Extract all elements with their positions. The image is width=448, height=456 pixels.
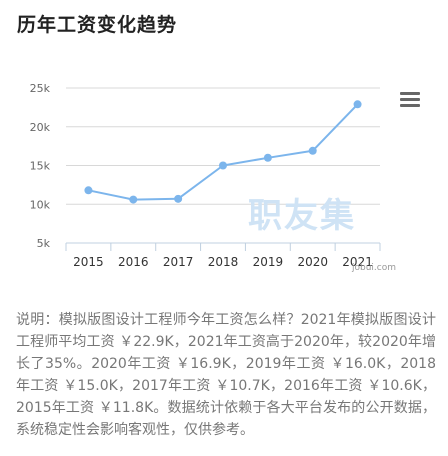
x-tick-label: 2021 [342, 255, 373, 269]
data-point[interactable] [129, 195, 138, 204]
x-tick-label: 2019 [253, 255, 284, 269]
data-point[interactable] [174, 194, 183, 203]
data-point[interactable] [219, 161, 227, 170]
x-tick-label: 2017 [163, 255, 194, 269]
data-point[interactable] [84, 186, 93, 195]
watermark-logo-text: 职友集 [248, 196, 356, 236]
watermark: 职友集 jobui.com [248, 196, 396, 273]
y-tick-label: 10k [30, 198, 51, 211]
data-point[interactable] [353, 100, 362, 109]
x-tick-label: 2020 [297, 255, 328, 269]
x-tick-label: 2016 [118, 255, 149, 269]
data-point[interactable] [263, 153, 272, 162]
x-tick-label: 2018 [208, 255, 239, 269]
series-path [87, 103, 359, 201]
x-tick-label: 2015 [73, 255, 104, 269]
series-line [84, 100, 362, 204]
data-point[interactable] [308, 146, 317, 155]
y-axis: 5k 10k 15k 20k 25k [30, 82, 51, 250]
x-axis: 2015 2016 2017 2018 2019 2020 2021 [65, 242, 381, 269]
y-tick-label: 5k [37, 237, 51, 250]
y-tick-label: 25k [30, 82, 51, 95]
description-text: 说明：模拟版图设计工程师今年工资怎么样？2021年模拟版图设计工程师平均工资 ￥… [16, 312, 436, 438]
page-title: 历年工资变化趋势 [17, 14, 178, 36]
watermark-url: jobui.com [351, 263, 396, 273]
y-tick-label: 15k [30, 160, 51, 173]
y-tick-label: 20k [30, 121, 51, 134]
hamburger-menu-icon[interactable] [400, 92, 420, 108]
